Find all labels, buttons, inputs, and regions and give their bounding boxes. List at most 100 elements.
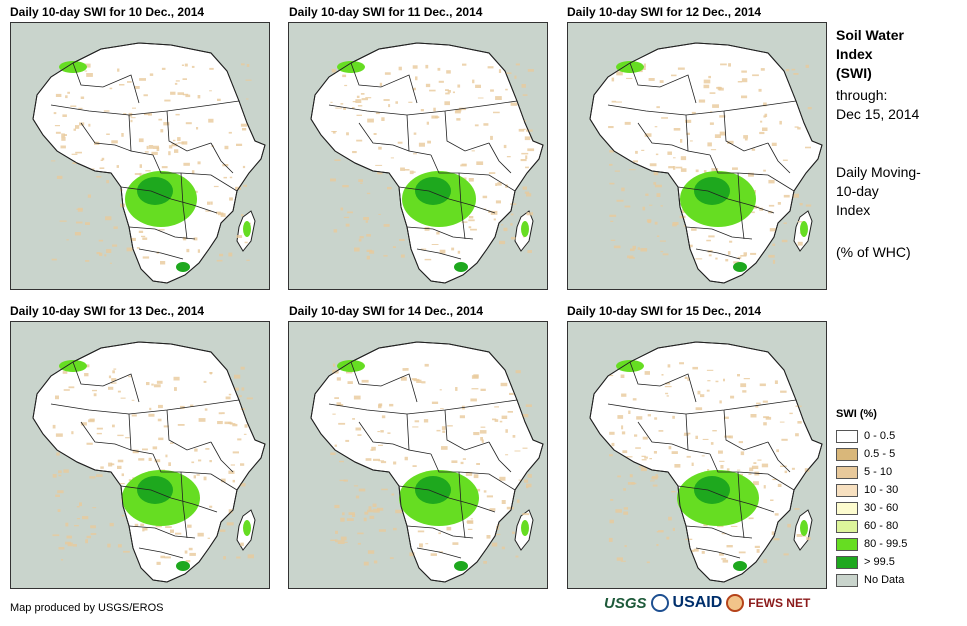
country-borders	[50, 361, 240, 559]
description-line3: Index	[836, 202, 871, 218]
legend-swatch	[836, 537, 858, 551]
map-panel-2	[288, 22, 548, 290]
southeast-wet-region	[454, 561, 468, 571]
legend-item: > 99.5	[836, 554, 895, 570]
very-wet-region	[137, 476, 173, 504]
africa-map	[310, 341, 544, 583]
panel-title-4: Daily 10-day SWI for 13 Dec., 2014	[10, 304, 205, 318]
legend-item: 0.5 - 5	[836, 446, 895, 462]
legend-item: 0 - 0.5	[836, 428, 895, 444]
madagascar-wet-region	[243, 520, 251, 536]
legend-label: 60 - 80	[864, 520, 899, 532]
legend-swatch	[836, 447, 858, 461]
fews-seal-icon	[726, 594, 745, 612]
legend-item: 10 - 30	[836, 482, 898, 498]
panel-title-2: Daily 10-day SWI for 11 Dec., 2014	[289, 5, 483, 19]
through-label: through:	[836, 87, 888, 103]
very-wet-region	[137, 177, 173, 205]
very-wet-region	[694, 177, 730, 205]
coastline	[310, 341, 544, 583]
africa-map	[32, 341, 266, 583]
southeast-wet-region	[176, 262, 190, 272]
madagascar-wet-region	[243, 221, 251, 237]
panel-title-1: Daily 10-day SWI for 10 Dec., 2014	[10, 5, 205, 19]
map-panel-4	[10, 321, 270, 589]
madagascar-wet-region	[800, 520, 808, 536]
africa-map	[589, 42, 823, 284]
map-panel-1	[10, 22, 270, 290]
usaid-seal-icon	[650, 594, 669, 612]
country-borders	[607, 361, 797, 559]
northwest-wet-region	[616, 360, 644, 372]
northwest-wet-region	[616, 61, 644, 73]
southeast-wet-region	[733, 262, 747, 272]
map-panel-3	[567, 22, 827, 290]
northwest-wet-region	[59, 61, 87, 73]
northwest-wet-region	[59, 360, 87, 372]
africa-map	[589, 341, 823, 583]
description-line1: Daily Moving-	[836, 164, 921, 180]
country-borders	[328, 62, 518, 260]
legend-item: No Data	[836, 572, 904, 588]
southeast-wet-region	[176, 561, 190, 571]
coastline	[589, 42, 823, 284]
coastline	[310, 42, 544, 284]
very-wet-region	[694, 476, 730, 504]
panel-title-5: Daily 10-day SWI for 14 Dec., 2014	[289, 304, 484, 318]
africa-map	[32, 42, 266, 284]
map-panel-5	[288, 321, 548, 589]
map-panel-6	[567, 321, 827, 589]
africa-map	[310, 42, 544, 284]
legend-label: 0 - 0.5	[864, 430, 896, 442]
legend-swatch	[836, 483, 858, 497]
description-block: Daily Moving- 10-day Index	[836, 163, 921, 220]
southeast-wet-region	[454, 262, 468, 272]
very-wet-region	[415, 476, 451, 504]
units-label: (% of WHC)	[836, 244, 911, 260]
panel-title-6: Daily 10-day SWI for 15 Dec., 2014	[567, 304, 762, 318]
sidebar-title-line2: Index	[836, 46, 873, 62]
legend-item: 5 - 10	[836, 464, 892, 480]
logo-strip: USGS USAID FEWS NET	[604, 594, 810, 612]
through-date: Dec 15, 2014	[836, 106, 920, 122]
sidebar-title-line3: (SWI)	[836, 65, 872, 81]
legend-title: SWI (%)	[836, 408, 877, 420]
legend-label: 10 - 30	[864, 484, 899, 496]
description-line2: 10-day	[836, 183, 879, 199]
legend-label: 30 - 60	[864, 502, 899, 514]
legend-item: 30 - 60	[836, 500, 898, 516]
legend-swatch	[836, 573, 858, 587]
legend-label: No Data	[864, 574, 905, 586]
northwest-wet-region	[337, 61, 365, 73]
legend-label: 5 - 10	[864, 466, 893, 478]
sidebar-title: Soil Water Index (SWI)	[836, 26, 904, 83]
legend-item: 80 - 99.5	[836, 536, 907, 552]
country-borders	[607, 62, 797, 260]
madagascar-wet-region	[521, 520, 529, 536]
madagascar-wet-region	[521, 221, 529, 237]
sidebar-title-line1: Soil Water	[836, 27, 904, 43]
northwest-wet-region	[337, 360, 365, 372]
madagascar-wet-region	[800, 221, 808, 237]
legend-swatch	[836, 429, 858, 443]
usgs-logo: USGS	[604, 594, 647, 612]
credit-text: Map produced by USGS/EROS	[10, 602, 164, 614]
southeast-wet-region	[733, 561, 747, 571]
coastline	[32, 341, 266, 583]
coastline	[589, 341, 823, 583]
legend-swatch	[836, 519, 858, 533]
very-wet-region	[415, 177, 451, 205]
panel-title-3: Daily 10-day SWI for 12 Dec., 2014	[567, 5, 762, 19]
country-borders	[50, 62, 240, 260]
country-borders	[328, 361, 518, 559]
through-block: through: Dec 15, 2014	[836, 86, 919, 124]
legend-label: > 99.5	[864, 556, 895, 568]
legend-label: 80 - 99.5	[864, 538, 908, 550]
legend-swatch	[836, 555, 858, 569]
coastline	[32, 42, 266, 284]
legend-label: 0.5 - 5	[864, 448, 896, 460]
fews-net-logo: FEWS NET	[748, 596, 811, 610]
usaid-logo: USAID	[672, 594, 723, 611]
legend-item: 60 - 80	[836, 518, 898, 534]
legend-swatch	[836, 465, 858, 479]
